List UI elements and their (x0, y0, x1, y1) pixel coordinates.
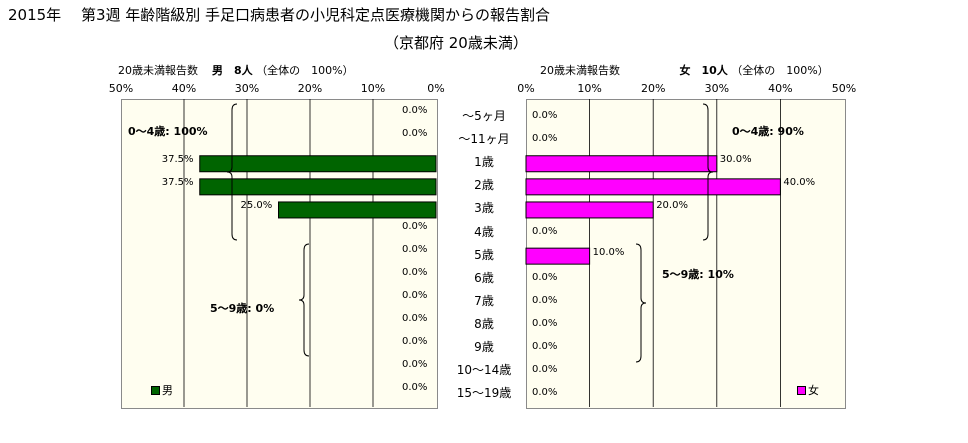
category-label: 9歳 (474, 340, 494, 354)
category-label: 3歳 (474, 201, 494, 216)
male-value-label: 37.5% (161, 177, 194, 189)
female-value-label: 20.0% (656, 200, 688, 212)
male-header-count: 男 8人 (212, 64, 253, 77)
female-value-label: 0.0% (532, 110, 558, 121)
category-label: 10～14歳 (456, 363, 512, 378)
chart-subtitle: （京都府 20歳未満） (384, 34, 528, 52)
female-header-label: 20歳未満報告数 (540, 64, 620, 77)
male-bar (278, 201, 437, 219)
female-tick-label: 50% (831, 82, 857, 95)
female-value-label: 0.0% (532, 271, 558, 283)
female-tick-label: 30% (704, 82, 730, 95)
female-tick-label: 10% (577, 82, 602, 95)
male-bar (199, 155, 437, 173)
female-value-label: 0.0% (532, 294, 558, 306)
male-value-label: 0.0% (402, 220, 428, 232)
male-value-label: 0.0% (402, 312, 428, 324)
male-5-9-note: 5～9歳: 0% (210, 302, 275, 315)
legend-female-label: 女 (808, 384, 819, 397)
female-value-label: 0.0% (532, 225, 558, 237)
male-value-label: 0.0% (402, 105, 428, 116)
male-tick-label: 0% (427, 82, 445, 95)
female-value-label: 0.0% (532, 364, 558, 376)
category-label: ～5ヶ月 (462, 109, 506, 123)
male-value-label: 0.0% (402, 266, 428, 278)
female-value-label: 0.0% (532, 133, 558, 145)
male-bar (199, 178, 437, 196)
female-5-9-note: 5～9歳: 10% (662, 268, 734, 281)
legend-male-label: 男 (162, 384, 173, 397)
female-header: 20歳未満報告数 女 10人 （全体の 100%） (540, 62, 829, 78)
category-label: ～11ヶ月 (458, 132, 510, 147)
male-value-label: 25.0% (240, 200, 273, 212)
female-value-label: 40.0% (783, 177, 816, 189)
female-bar (525, 201, 654, 219)
female-5-9-brace (635, 243, 647, 363)
female-0-4-note: 0～4歳: 90% (732, 125, 804, 138)
female-header-count: 女 10人 (679, 64, 728, 77)
male-tick-label: 50% (108, 82, 134, 95)
category-label: 5歳 (474, 247, 494, 262)
male-value-label: 0.0% (402, 243, 428, 255)
male-value-label: 0.0% (402, 128, 428, 140)
male-header: 20歳未満報告数 男 8人 （全体の 100%） (118, 62, 354, 78)
male-0-4-note: 0～4歳: 100% (128, 125, 208, 138)
male-tick-label: 10% (360, 82, 386, 95)
category-label: 8歳 (474, 316, 494, 331)
category-label: 15～19歳 (456, 386, 512, 401)
legend-male-swatch (151, 385, 160, 395)
category-label: 1歳 (474, 155, 494, 170)
male-value-label: 0.0% (402, 336, 428, 347)
chart-title: 2015年 第3週 年齢階級別 手足口病患者の小児科定点医療機関からの報告割合 (8, 6, 551, 24)
category-label: 4歳 (474, 224, 494, 239)
female-value-label: 0.0% (532, 317, 558, 329)
male-header-label: 20歳未満報告数 (118, 64, 198, 77)
male-header-share: （全体の 100%） (256, 64, 354, 77)
male-value-label: 37.5% (161, 154, 194, 166)
female-header-share: （全体の 100%） (731, 64, 829, 77)
male-value-label: 0.0% (402, 382, 428, 394)
male-0-4-brace (226, 103, 238, 241)
male-5-9-brace (298, 243, 310, 357)
female-value-label: 0.0% (532, 387, 558, 399)
male-value-label: 0.0% (402, 289, 428, 301)
legend-male: 男 (151, 382, 173, 398)
category-label: 2歳 (474, 178, 494, 193)
female-value-label: 10.0% (592, 246, 625, 258)
female-tick-label: 0% (517, 82, 535, 95)
male-tick-label: 20% (297, 82, 323, 95)
category-label: 6歳 (474, 270, 494, 285)
female-bar (525, 178, 781, 196)
legend-female-swatch (797, 385, 806, 395)
category-label: 7歳 (474, 293, 494, 308)
female-value-label: 30.0% (719, 154, 752, 166)
female-bar (525, 155, 718, 173)
legend-female: 女 (797, 382, 819, 398)
female-tick-label: 40% (768, 82, 793, 95)
female-value-label: 0.0% (532, 341, 558, 352)
female-bar (525, 247, 591, 265)
male-tick-label: 40% (171, 82, 197, 95)
male-plot-area (121, 99, 438, 409)
female-0-4-brace (702, 103, 714, 241)
male-tick-label: 30% (234, 82, 260, 95)
female-tick-label: 20% (640, 82, 666, 95)
male-value-label: 0.0% (402, 359, 428, 371)
